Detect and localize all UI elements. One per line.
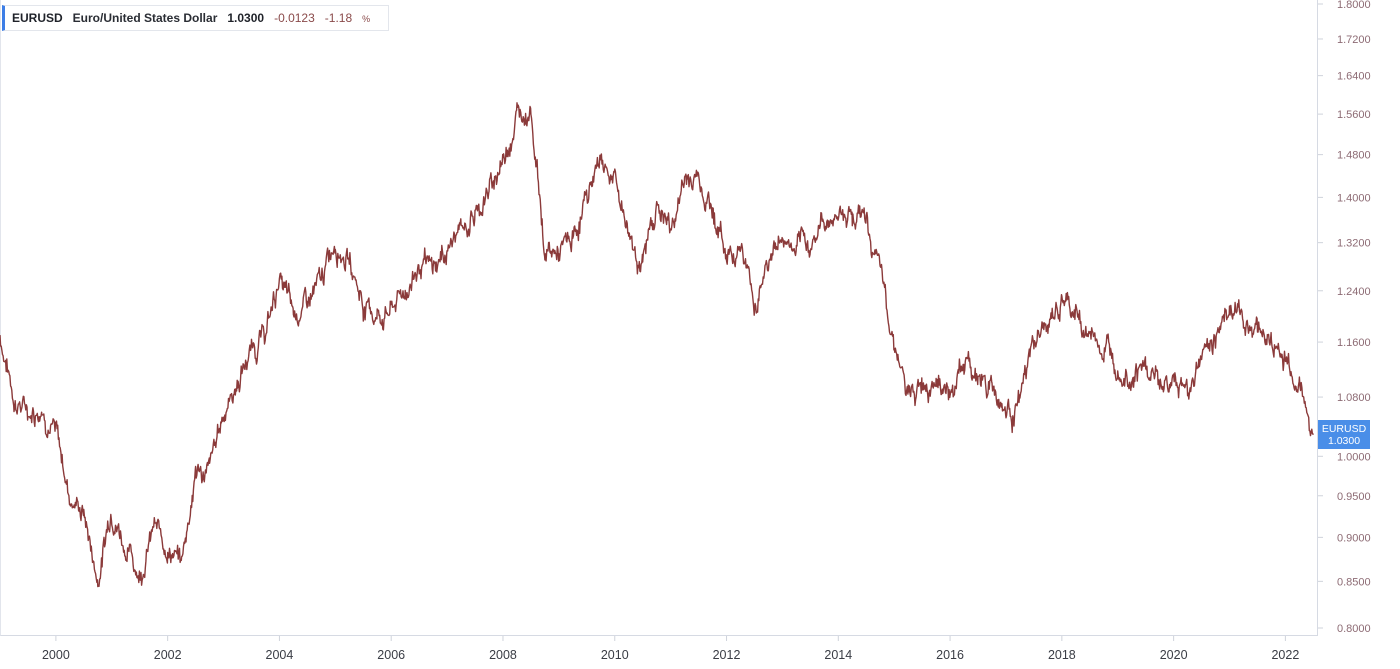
x-tick-label: 2012 xyxy=(713,648,741,662)
legend-change: -0.0123 xyxy=(274,11,315,25)
y-tick-label: 0.9500 xyxy=(1337,491,1371,503)
badge-value: 1.0300 xyxy=(1327,435,1361,447)
y-tick-label: 1.0800 xyxy=(1337,392,1371,404)
x-tick-label: 2020 xyxy=(1160,648,1188,662)
y-tick-label: 1.1600 xyxy=(1337,337,1371,349)
y-tick-label: 1.8000 xyxy=(1337,0,1371,11)
y-tick-label: 1.6400 xyxy=(1337,71,1371,83)
badge-symbol: EURUSD xyxy=(1321,423,1367,435)
legend-description: Euro/United States Dollar xyxy=(72,11,218,25)
x-tick-label: 2016 xyxy=(936,648,964,662)
x-axis[interactable]: 2000 2002 2004 2006 2008 2010 2012 2014 2016 2018… xyxy=(42,636,1299,662)
x-tick-label: 2014 xyxy=(824,648,852,662)
eurusd-price-line xyxy=(0,102,1314,588)
y-tick-label: 1.0000 xyxy=(1337,451,1371,463)
legend-last-price: 1.0300 xyxy=(227,11,265,25)
x-tick-label: 2004 xyxy=(266,648,294,662)
legend-symbol[interactable]: EURUSD xyxy=(12,11,63,25)
y-axis[interactable]: 1.8000 1.7200 1.6400 1.5600 1.4800 1.4000 1.32… xyxy=(1318,0,1371,635)
x-tick-label: 2022 xyxy=(1271,648,1299,662)
y-tick-label: 0.8000 xyxy=(1337,623,1371,635)
y-tick-label: 0.8500 xyxy=(1337,576,1371,588)
legend-change-pct-unit: % xyxy=(362,14,371,24)
symbol-legend[interactable]: EURUSD Euro/United States Dollar 1.0300 … xyxy=(2,5,390,31)
y-tick-label: 0.9000 xyxy=(1337,532,1371,544)
legend-change-pct-value: -1.18 xyxy=(324,11,353,25)
x-tick-label: 2000 xyxy=(42,648,70,662)
y-tick-label: 1.7200 xyxy=(1337,34,1371,46)
y-tick-label: 1.4800 xyxy=(1337,150,1371,162)
y-tick-label: 1.3200 xyxy=(1337,238,1371,250)
x-tick-label: 2010 xyxy=(601,648,629,662)
last-price-badge: EURUSD 1.0300 xyxy=(1318,420,1370,449)
legend-change-pct: -1.18% xyxy=(325,11,380,25)
plot-area[interactable] xyxy=(0,0,1318,636)
y-tick-label: 1.4000 xyxy=(1337,192,1371,204)
x-tick-label: 2018 xyxy=(1048,648,1076,662)
x-tick-label: 2002 xyxy=(154,648,182,662)
x-tick-label: 2008 xyxy=(489,648,517,662)
y-tick-label: 1.5600 xyxy=(1337,109,1371,121)
x-tick-label: 2006 xyxy=(377,648,405,662)
y-tick-label: 1.2400 xyxy=(1337,286,1371,298)
